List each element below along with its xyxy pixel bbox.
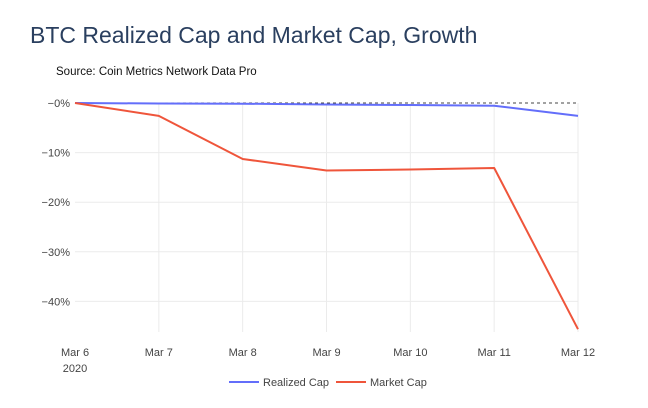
legend-label: Market Cap (370, 377, 427, 389)
x-tick-label: Mar 10 (393, 347, 427, 359)
y-tick-label: −20% (42, 197, 71, 209)
chart-subtitle: Source: Coin Metrics Network Data Pro (56, 66, 257, 78)
series-line-market-cap (74, 102, 579, 330)
x-tick-label: Mar 7 (145, 347, 173, 359)
chart-title: BTC Realized Cap and Market Cap, Growth (30, 22, 478, 48)
legend-item-market-cap[interactable]: Market Cap (336, 377, 427, 389)
y-tick-label: −40% (42, 296, 71, 308)
y-tick-label: −30% (42, 247, 71, 259)
x-tick-label: Mar 12 (561, 347, 595, 359)
x-tick-label: Mar 6 (61, 347, 89, 359)
y-axis: −0% −10% −20% −30% −40% (42, 98, 71, 308)
series-line-realized-cap (74, 102, 579, 117)
x-axis: Mar 6 Mar 7 Mar 8 Mar 9 Mar 10 Mar 11 Mar 12 20… (61, 347, 595, 375)
y-tick-label: −10% (42, 148, 71, 160)
legend[interactable]: Realized Cap Market Cap (229, 377, 427, 389)
y-tick-label: −0% (48, 98, 71, 110)
legend-item-realized-cap[interactable]: Realized Cap (229, 377, 329, 389)
x-tick-year-label: 2020 (63, 363, 87, 375)
gridlines (75, 102, 579, 332)
x-tick-label: Mar 8 (229, 347, 257, 359)
x-tick-label: Mar 9 (312, 347, 340, 359)
series-lines (74, 102, 579, 330)
legend-label: Realized Cap (263, 377, 329, 389)
x-tick-label: Mar 11 (477, 347, 510, 359)
